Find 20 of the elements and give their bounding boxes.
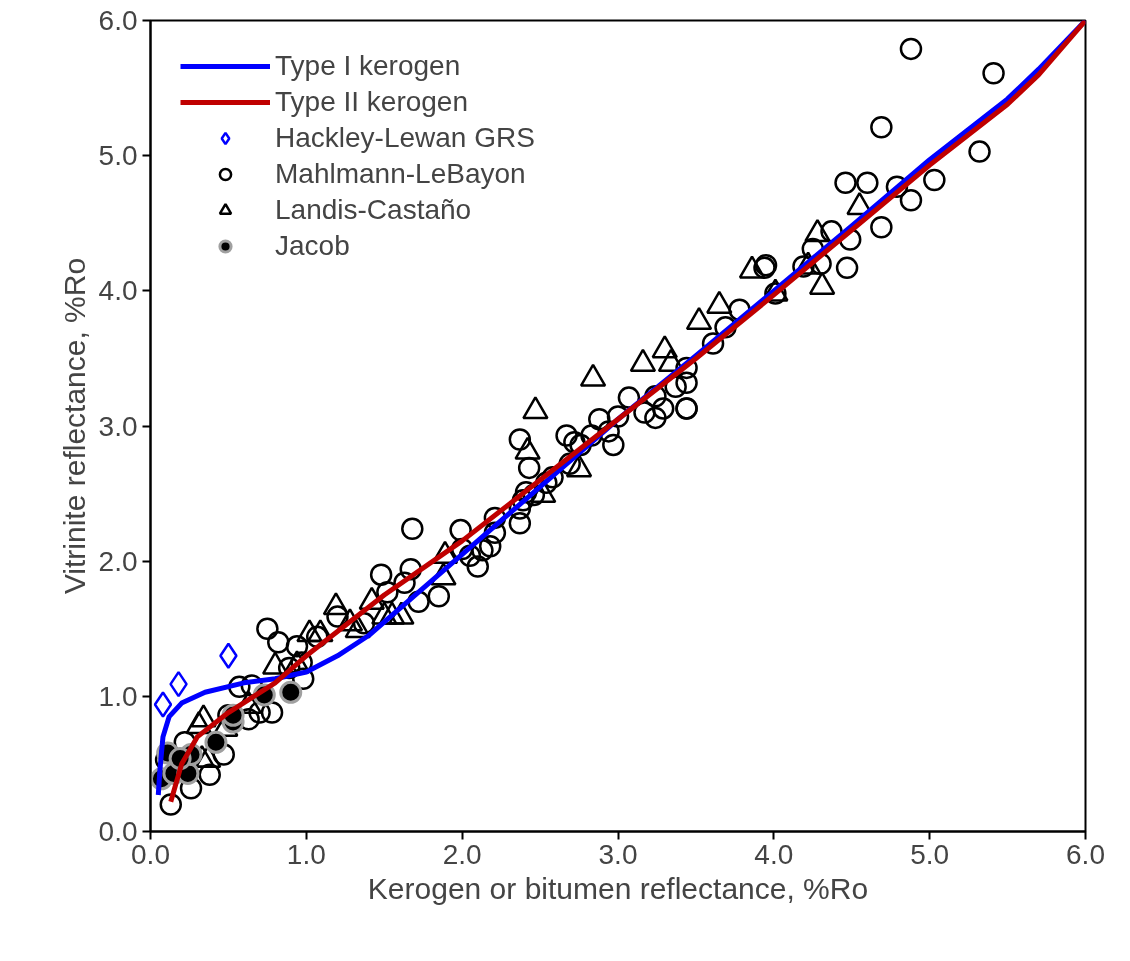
y-tick-label: 3.0 — [98, 410, 138, 442]
legend-label: Landis-Castaño — [275, 194, 472, 226]
legend-label: Type I kerogen — [275, 50, 461, 82]
y-tick-label: 6.0 — [98, 5, 138, 36]
y-axis-title: Vitrinite reflectance, %Ro — [57, 257, 91, 595]
y-tick-label: 5.0 — [98, 140, 138, 172]
y-tick-label: 1.0 — [98, 680, 138, 712]
x-tick-label: 2.0 — [442, 838, 482, 870]
x-tick-label: 4.0 — [754, 838, 794, 870]
x-tick-label: 3.0 — [598, 838, 638, 870]
x-tick-label: 6.0 — [1066, 838, 1105, 870]
y-tick-label: 4.0 — [98, 275, 138, 307]
x-axis-title: Kerogen or bitumen reflectance, %Ro — [367, 871, 869, 905]
legend-label: Mahlmann-LeBayon — [275, 158, 526, 190]
legend-label: Type II kerogen — [275, 86, 469, 118]
x-tick-label: 5.0 — [910, 838, 950, 870]
legend-label: Hackley-Lewan GRS — [275, 122, 535, 154]
x-tick-label: 1.0 — [286, 838, 326, 870]
legend-label: Jacob — [275, 230, 350, 262]
y-tick-label: 2.0 — [98, 545, 138, 577]
